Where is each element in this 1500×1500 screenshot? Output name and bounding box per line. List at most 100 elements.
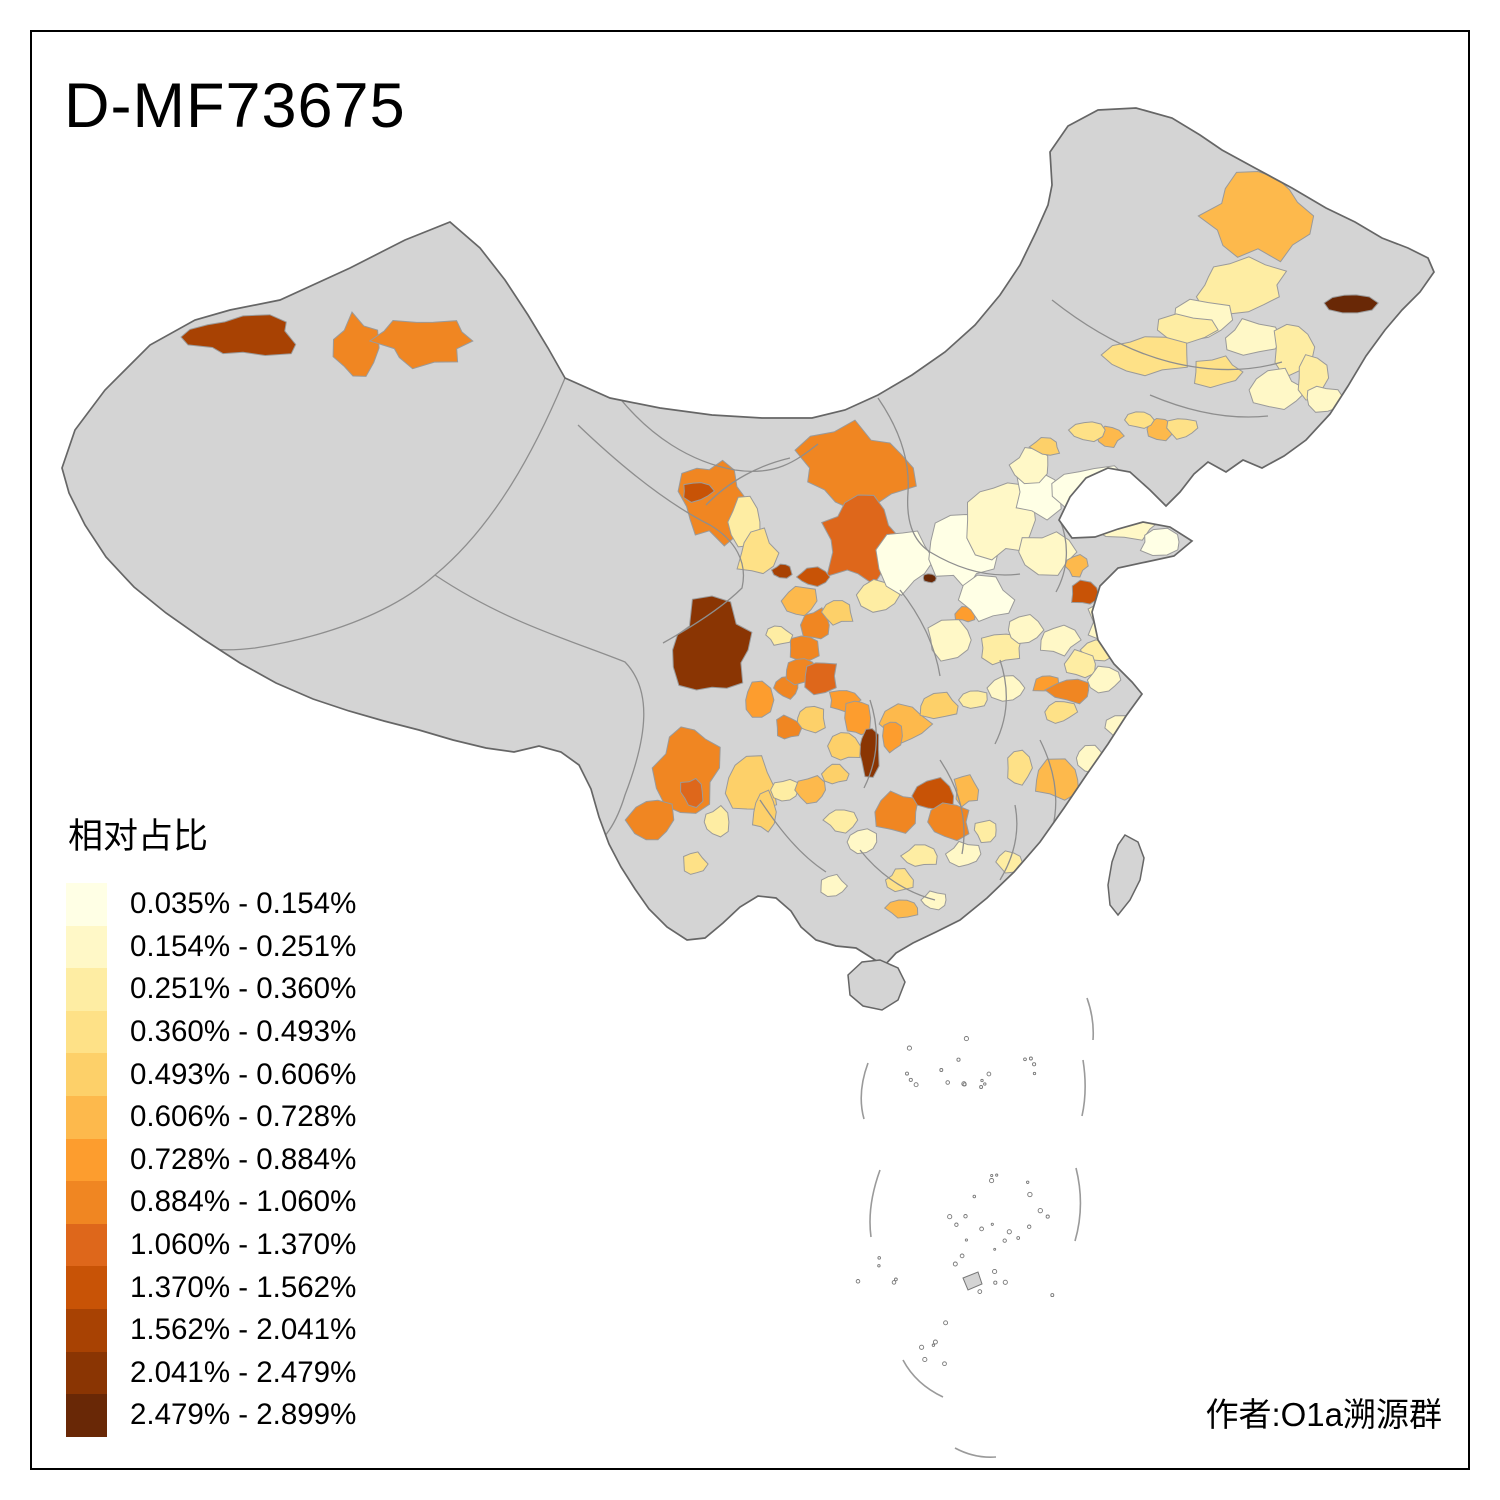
map-region — [957, 690, 988, 709]
map-region — [651, 726, 721, 814]
island-dot — [1032, 1071, 1037, 1076]
island-dot — [947, 1214, 953, 1220]
map-region — [1007, 613, 1045, 645]
map-region — [1306, 385, 1345, 413]
choropleth-regions-layer — [180, 170, 1379, 919]
island-dot — [980, 1078, 984, 1083]
map-region — [922, 573, 937, 584]
map-region — [957, 574, 1016, 623]
legend-swatch — [66, 1010, 107, 1054]
attribution-text: 作者:O1a溯源群 — [1205, 1396, 1442, 1433]
legend-item: 1.060% - 1.370% — [66, 1223, 357, 1267]
legend-label: 0.154% - 0.251% — [130, 929, 357, 963]
island-dot — [983, 1082, 987, 1086]
legend-item: 2.041% - 2.479% — [66, 1351, 356, 1395]
map-region — [820, 600, 854, 626]
map-region — [795, 566, 831, 588]
map-region — [827, 732, 861, 761]
map-region — [751, 789, 777, 833]
map-region — [794, 419, 917, 512]
map-region — [1156, 313, 1219, 348]
legend-label: 1.370% - 1.562% — [130, 1270, 357, 1304]
map-region — [1323, 294, 1379, 314]
map-region — [804, 662, 838, 696]
island-dot — [993, 1280, 998, 1285]
island-dot — [913, 1082, 919, 1088]
legend-item: 0.493% - 0.606% — [66, 1053, 356, 1096]
map-region — [846, 828, 878, 855]
map-region — [1063, 648, 1096, 679]
legend-label: 1.060% - 1.370% — [130, 1228, 357, 1262]
legend-title: 相对占比 — [68, 817, 209, 856]
island-dot — [1027, 1224, 1032, 1229]
map-region — [794, 775, 827, 805]
legend-item: 2.479% - 2.899% — [66, 1394, 356, 1437]
map-region — [822, 809, 859, 834]
legend-swatch — [66, 1181, 107, 1224]
island-dot — [942, 1361, 947, 1367]
map-region — [1007, 749, 1033, 786]
map-region — [672, 595, 753, 691]
map-region — [1018, 531, 1078, 576]
island-dot — [877, 1264, 881, 1268]
map-region — [332, 311, 380, 377]
map-region — [1224, 318, 1283, 356]
legend-item: 0.606% - 0.728% — [66, 1095, 356, 1139]
map-region — [875, 530, 935, 596]
map-region — [1139, 527, 1180, 557]
map-region — [736, 527, 780, 575]
map-region — [1166, 418, 1199, 440]
map-region — [796, 705, 826, 734]
island-dot — [995, 1173, 999, 1177]
south-china-sea-islet — [962, 1271, 983, 1291]
island-dot — [1027, 1191, 1033, 1198]
map-region — [770, 778, 799, 802]
island-dot — [989, 1178, 995, 1184]
island-dot — [1002, 1238, 1007, 1243]
map-region — [1028, 436, 1061, 456]
map-region — [874, 790, 919, 834]
legend-label: 0.884% - 1.060% — [130, 1185, 357, 1219]
legend-swatch — [66, 1223, 107, 1267]
legend-swatch — [66, 1138, 107, 1182]
legend-item: 0.360% - 0.493% — [66, 1010, 356, 1054]
map-region — [899, 844, 938, 867]
island-dot — [1037, 1207, 1043, 1214]
island-dot — [990, 1222, 994, 1226]
map-region — [1015, 473, 1062, 521]
map-region — [1044, 678, 1090, 705]
hainan-island — [847, 959, 906, 1011]
island-dot — [1050, 1293, 1055, 1298]
legend-item: 0.154% - 0.251% — [66, 925, 357, 969]
map-region — [1034, 758, 1080, 801]
legend-swatch — [66, 1053, 107, 1096]
legend-item: 0.251% - 0.360% — [66, 968, 356, 1011]
map-region — [1195, 256, 1288, 315]
island-dot — [993, 1247, 997, 1251]
island-dot — [919, 1344, 925, 1350]
legend: 相对占比 0.035% - 0.154% 0.154% - 0.251% 0.251… — [66, 808, 356, 1437]
map-region — [953, 774, 980, 808]
legend-swatch — [66, 1394, 107, 1437]
island-dot — [1045, 1214, 1050, 1219]
island-dot — [979, 1085, 984, 1089]
island-dot — [894, 1277, 898, 1282]
legend-item: 0.035% - 0.154% — [66, 883, 356, 926]
island-dot — [992, 1268, 998, 1275]
island-dot — [891, 1280, 897, 1285]
island-dot — [1028, 1056, 1033, 1061]
island-dot — [979, 1226, 984, 1232]
island-dot — [956, 1057, 961, 1062]
map-region — [1193, 355, 1244, 389]
legend-label: 0.728% - 0.884% — [130, 1142, 357, 1176]
legend-swatch — [66, 925, 107, 969]
map-region — [624, 799, 675, 841]
island-dot — [1026, 1180, 1030, 1184]
island-dot — [972, 1194, 977, 1199]
map-region — [1039, 624, 1082, 657]
legend-label: 2.479% - 2.899% — [130, 1398, 357, 1432]
island-dot — [1002, 1279, 1008, 1285]
map-region — [776, 714, 803, 740]
